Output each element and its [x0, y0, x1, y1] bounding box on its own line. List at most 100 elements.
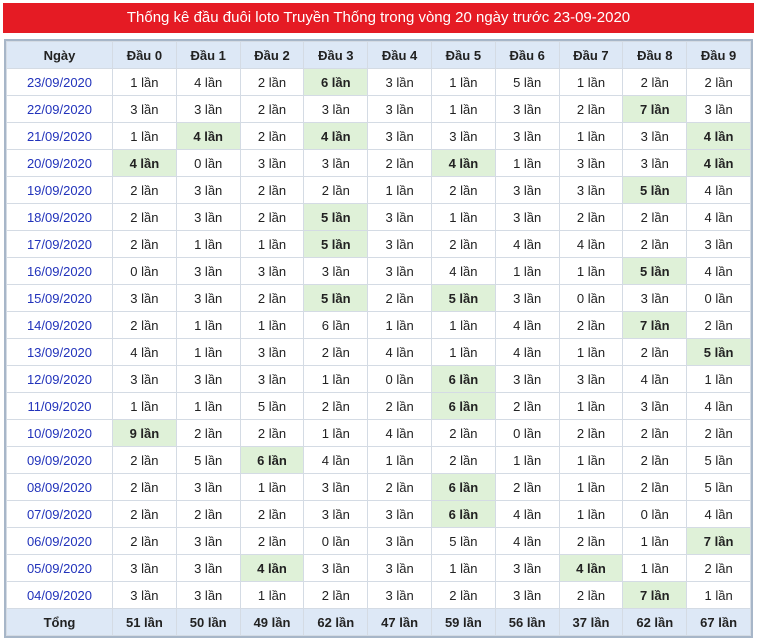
- count-cell: 4 lần: [303, 446, 369, 474]
- count-cell: 2 lần: [239, 122, 305, 150]
- count-cell: 3 lần: [494, 284, 560, 312]
- count-cell: 4 lần: [558, 554, 624, 582]
- count-cell: 3 lần: [367, 554, 432, 582]
- count-cell: 0 lần: [558, 284, 624, 312]
- date-link[interactable]: 11/09/2020: [6, 392, 113, 420]
- count-cell: 3 lần: [175, 284, 241, 312]
- count-cell: 4 lần: [494, 527, 560, 555]
- column-header: Đầu 2: [239, 41, 305, 69]
- title-banner: Thống kê đầu đuôi loto Truyền Thống tron…: [3, 3, 754, 33]
- data-row: 21/09/2020 1 lần 4 lần 2 lần 4 lần 3 lần 3 lần…: [6, 122, 751, 150]
- date-link[interactable]: 13/09/2020: [6, 338, 113, 366]
- count-cell: 3 lần: [430, 122, 496, 150]
- count-cell: 3 lần: [367, 527, 432, 555]
- count-cell: 1 lần: [686, 365, 751, 393]
- count-cell: 4 lần: [622, 365, 688, 393]
- count-cell: 1 lần: [558, 446, 624, 474]
- count-cell: 2 lần: [112, 473, 177, 501]
- data-row: 23/09/2020 1 lần 4 lần 2 lần 6 lần 3 lần 1 lần…: [6, 68, 751, 96]
- column-header: Đầu 0: [112, 41, 177, 69]
- count-cell: 3 lần: [494, 365, 560, 393]
- count-cell: 2 lần: [239, 68, 305, 96]
- count-cell: 5 lần: [303, 230, 369, 258]
- count-cell: 5 lần: [622, 257, 688, 285]
- count-cell: 2 lần: [622, 68, 688, 96]
- column-header: Đầu 5: [430, 41, 496, 69]
- count-cell: 1 lần: [558, 473, 624, 501]
- count-cell: 1 lần: [622, 554, 688, 582]
- total-cell: 62 lần: [303, 608, 369, 636]
- count-cell: 1 lần: [367, 446, 432, 474]
- date-link[interactable]: 07/09/2020: [6, 500, 113, 528]
- data-row: 15/09/2020 3 lần 3 lần 2 lần 5 lần 2 lần 5 lần…: [6, 284, 751, 312]
- count-cell: 5 lần: [303, 284, 369, 312]
- count-cell: 4 lần: [430, 149, 496, 177]
- count-cell: 3 lần: [239, 257, 305, 285]
- count-cell: 4 lần: [494, 338, 560, 366]
- column-header: Đầu 1: [175, 41, 241, 69]
- data-row: 22/09/2020 3 lần 3 lần 2 lần 3 lần 3 lần 1 lần…: [6, 95, 751, 123]
- count-cell: 2 lần: [558, 311, 624, 339]
- date-link[interactable]: 21/09/2020: [6, 122, 113, 150]
- count-cell: 3 lần: [622, 392, 688, 420]
- date-link[interactable]: 19/09/2020: [6, 176, 113, 204]
- count-cell: 2 lần: [112, 527, 177, 555]
- count-cell: 2 lần: [430, 419, 496, 447]
- count-cell: 1 lần: [367, 311, 432, 339]
- total-cell: 51 lần: [112, 608, 177, 636]
- count-cell: 3 lần: [112, 554, 177, 582]
- column-header: Đầu 9: [686, 41, 751, 69]
- count-cell: 3 lần: [622, 122, 688, 150]
- count-cell: 2 lần: [367, 284, 432, 312]
- count-cell: 3 lần: [175, 527, 241, 555]
- count-cell: 3 lần: [239, 149, 305, 177]
- count-cell: 2 lần: [686, 68, 751, 96]
- count-cell: 5 lần: [686, 338, 751, 366]
- count-cell: 4 lần: [112, 149, 177, 177]
- count-cell: 6 lần: [430, 392, 496, 420]
- count-cell: 5 lần: [622, 176, 688, 204]
- date-link[interactable]: 20/09/2020: [6, 149, 113, 177]
- count-cell: 3 lần: [175, 365, 241, 393]
- data-row: 09/09/2020 2 lần 5 lần 6 lần 4 lần 1 lần 2 lần…: [6, 446, 751, 474]
- count-cell: 1 lần: [430, 95, 496, 123]
- date-link[interactable]: 16/09/2020: [6, 257, 113, 285]
- count-cell: 1 lần: [367, 176, 432, 204]
- date-link[interactable]: 15/09/2020: [6, 284, 113, 312]
- date-link[interactable]: 04/09/2020: [6, 581, 113, 609]
- date-link[interactable]: 23/09/2020: [6, 68, 113, 96]
- date-link[interactable]: 14/09/2020: [6, 311, 113, 339]
- data-row: 04/09/2020 3 lần 3 lần 1 lần 2 lần 3 lần 2 lần…: [6, 581, 751, 609]
- total-cell: Tổng: [6, 608, 113, 636]
- date-link[interactable]: 06/09/2020: [6, 527, 113, 555]
- date-link[interactable]: 12/09/2020: [6, 365, 113, 393]
- count-cell: 1 lần: [558, 500, 624, 528]
- count-cell: 1 lần: [430, 338, 496, 366]
- count-cell: 5 lần: [430, 527, 496, 555]
- count-cell: 0 lần: [494, 419, 560, 447]
- count-cell: 1 lần: [112, 392, 177, 420]
- count-cell: 1 lần: [686, 581, 751, 609]
- date-link[interactable]: 09/09/2020: [6, 446, 113, 474]
- date-link[interactable]: 10/09/2020: [6, 419, 113, 447]
- date-link[interactable]: 08/09/2020: [6, 473, 113, 501]
- count-cell: 2 lần: [558, 203, 624, 231]
- count-cell: 4 lần: [686, 203, 751, 231]
- count-cell: 3 lần: [367, 230, 432, 258]
- date-link[interactable]: 22/09/2020: [6, 95, 113, 123]
- date-link[interactable]: 18/09/2020: [6, 203, 113, 231]
- count-cell: 2 lần: [558, 95, 624, 123]
- date-link[interactable]: 17/09/2020: [6, 230, 113, 258]
- count-cell: 3 lần: [112, 95, 177, 123]
- count-cell: 0 lần: [303, 527, 369, 555]
- date-link[interactable]: 05/09/2020: [6, 554, 113, 582]
- count-cell: 3 lần: [367, 203, 432, 231]
- count-cell: 1 lần: [239, 581, 305, 609]
- total-cell: 50 lần: [175, 608, 241, 636]
- count-cell: 1 lần: [558, 257, 624, 285]
- count-cell: 4 lần: [686, 122, 751, 150]
- count-cell: 3 lần: [112, 284, 177, 312]
- count-cell: 2 lần: [686, 554, 751, 582]
- count-cell: 3 lần: [175, 176, 241, 204]
- count-cell: 4 lần: [558, 230, 624, 258]
